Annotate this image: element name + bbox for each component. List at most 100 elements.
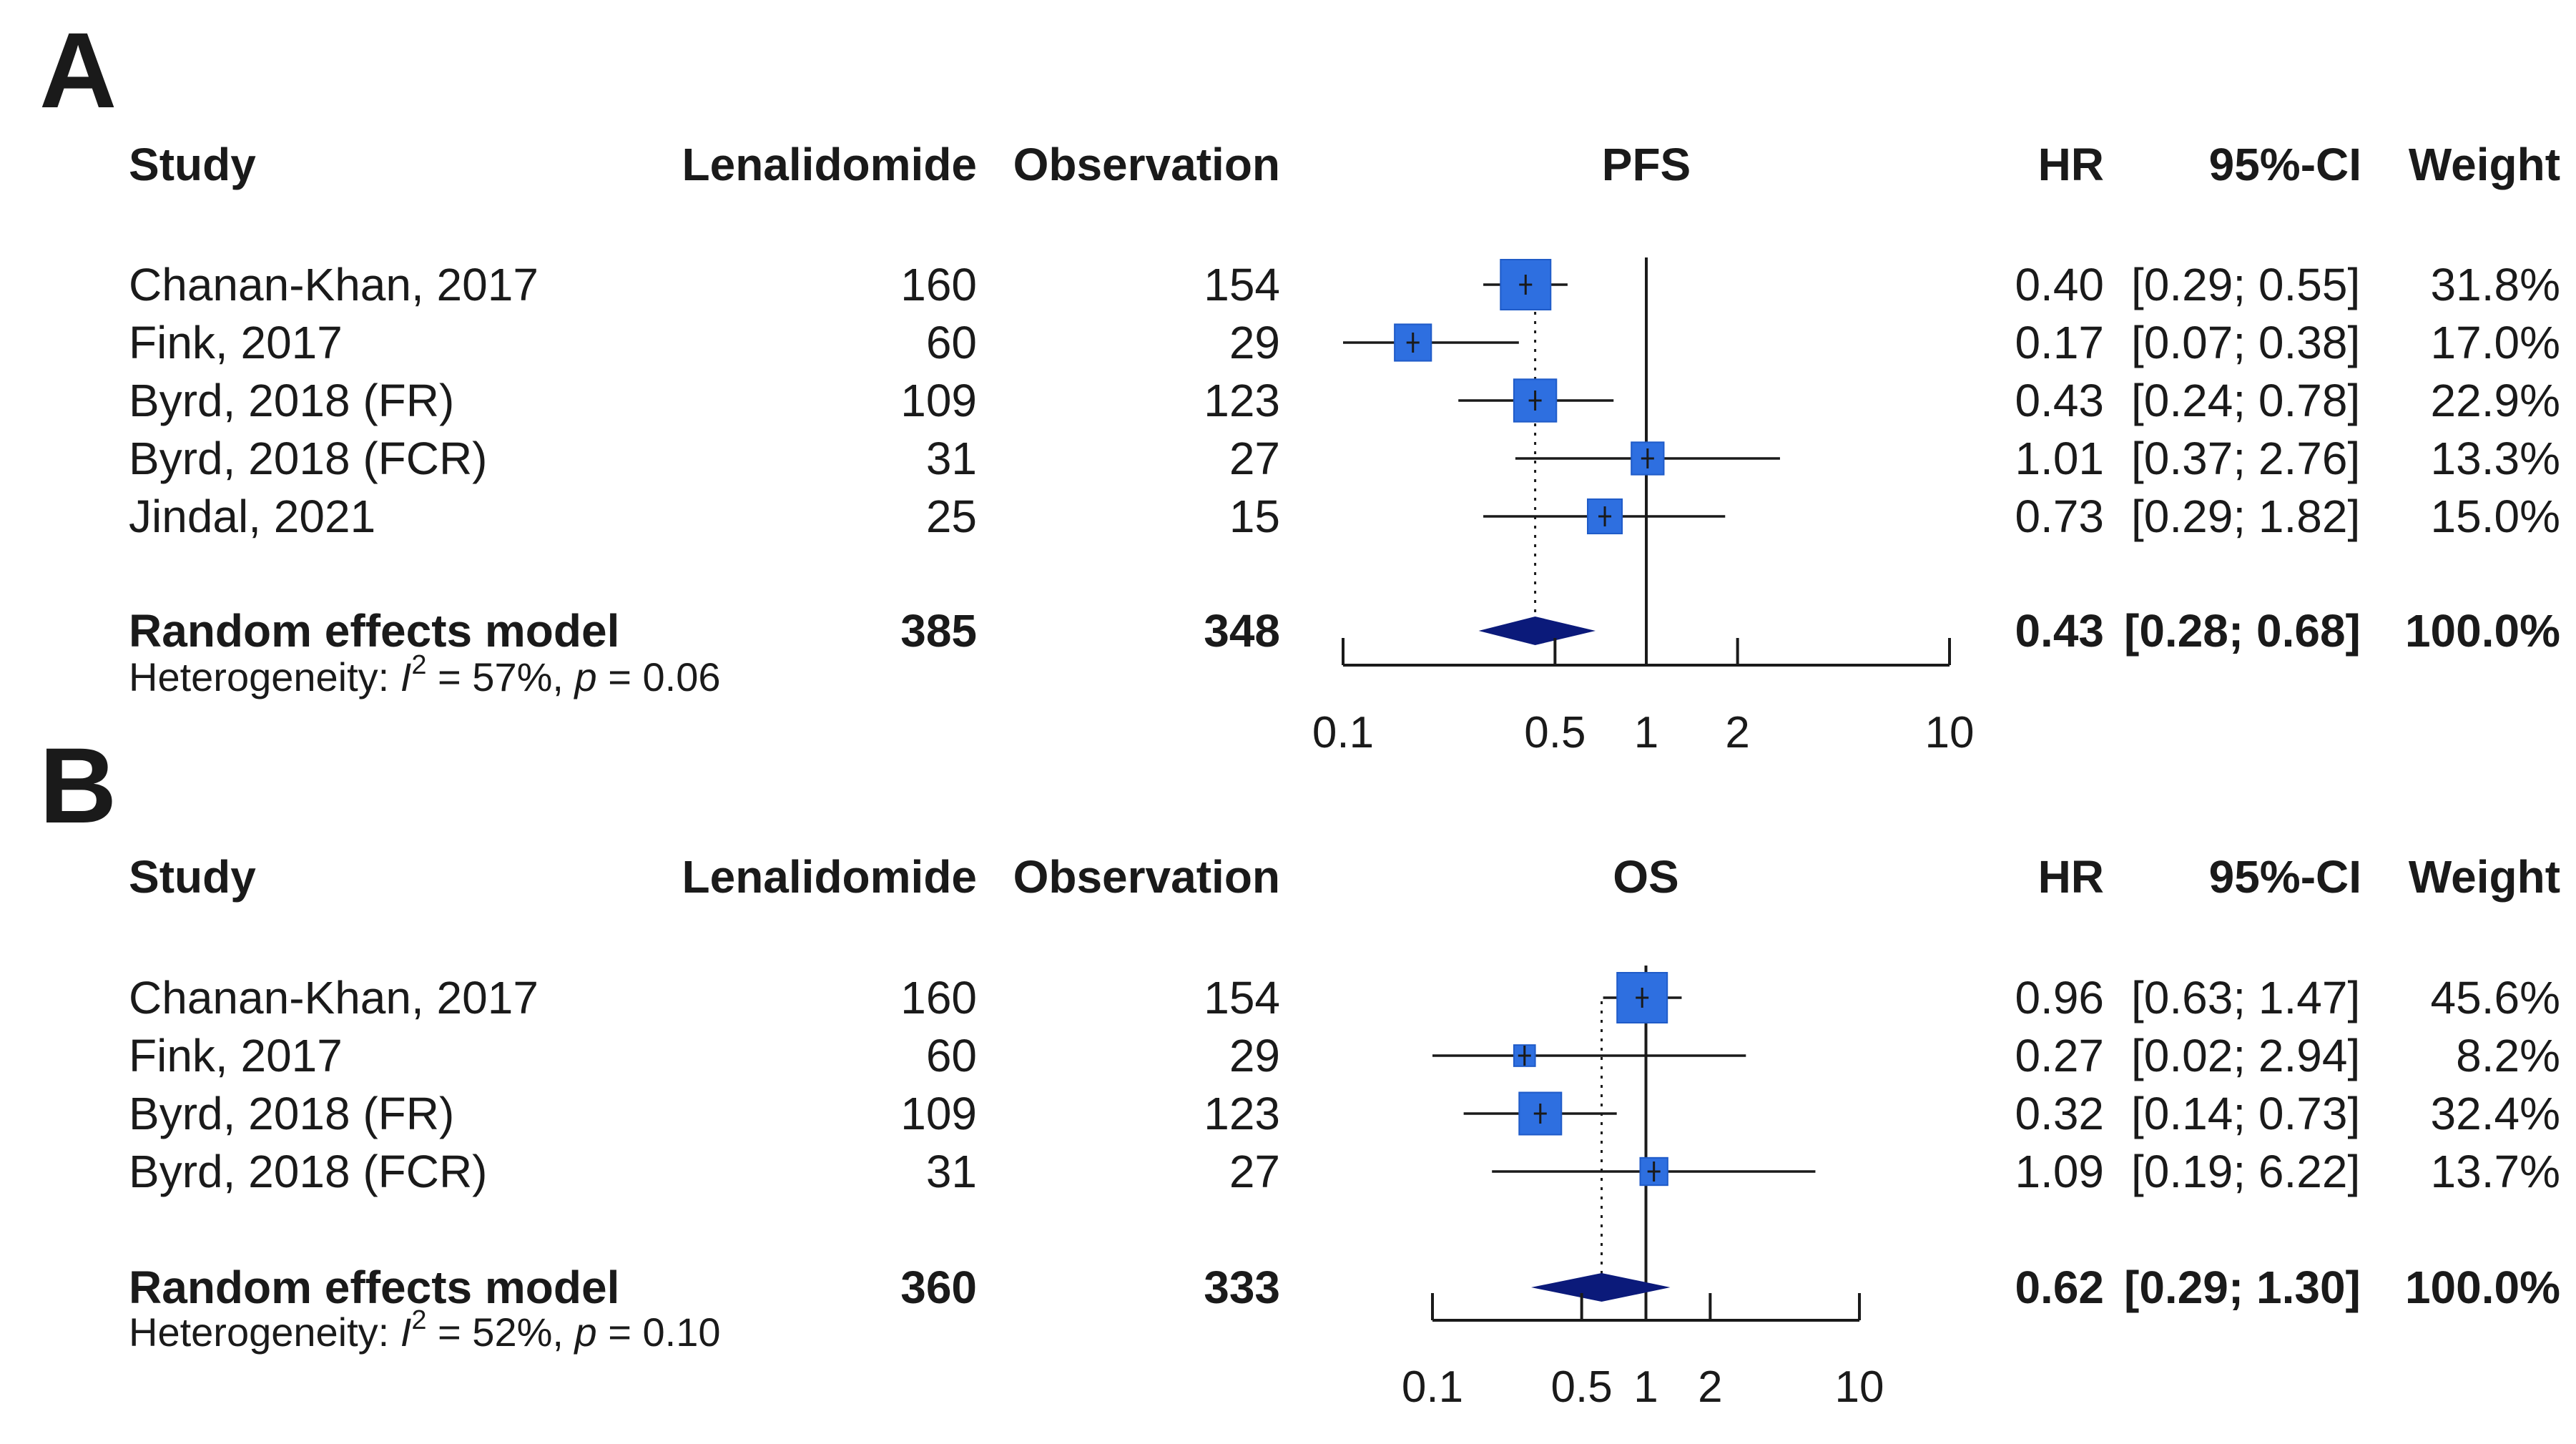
hr-value: 1.09 <box>2015 1146 2104 1197</box>
pooled-ci-value: [0.28; 0.68] <box>2124 605 2361 657</box>
control-n: 15 <box>1229 491 1280 542</box>
p-symbol: p <box>574 654 597 699</box>
study-name: Byrd, 2018 (FR) <box>129 1088 454 1139</box>
hr-value: 0.27 <box>2015 1030 2104 1081</box>
x-axis-tick-label: 2 <box>1725 708 1749 757</box>
header-control: Observation <box>1013 139 1280 190</box>
study-name: Byrd, 2018 (FCR) <box>129 1146 487 1197</box>
pooled-control-n: 333 <box>1204 1262 1280 1313</box>
panel-letter: B <box>39 725 117 845</box>
hr-value: 1.01 <box>2015 433 2104 484</box>
x-axis-tick-label: 1 <box>1634 708 1658 757</box>
i2-value: = 52%, <box>426 1310 574 1355</box>
pooled-diamond <box>1478 617 1596 645</box>
header-outcome: PFS <box>1602 139 1691 190</box>
header-hr: HR <box>2038 139 2104 190</box>
pooled-treatment-n: 360 <box>900 1262 977 1313</box>
header-weight: Weight <box>2409 139 2560 190</box>
study-name: Chanan-Khan, 2017 <box>129 259 539 310</box>
header-control: Observation <box>1013 851 1280 903</box>
ci-value: [0.29; 1.82] <box>2131 491 2360 542</box>
weight-value: 32.4% <box>2431 1088 2560 1139</box>
x-axis-tick-label: 0.1 <box>1312 708 1374 757</box>
p-value: = 0.06 <box>597 654 721 699</box>
treatment-n: 60 <box>926 1030 977 1081</box>
study-name: Fink, 2017 <box>129 1030 343 1081</box>
ci-value: [0.19; 6.22] <box>2131 1146 2360 1197</box>
ci-value: [0.14; 0.73] <box>2131 1088 2360 1139</box>
ci-value: [0.07; 0.38] <box>2131 317 2360 368</box>
study-name: Byrd, 2018 (FR) <box>129 375 454 426</box>
x-axis-tick-label: 1 <box>1633 1362 1658 1412</box>
header-study: Study <box>129 851 256 903</box>
x-axis-tick-label: 0.1 <box>1402 1362 1463 1412</box>
x-axis-tick-label: 10 <box>1835 1362 1884 1412</box>
treatment-n: 31 <box>926 433 977 484</box>
x-axis-tick-label: 0.5 <box>1524 708 1586 757</box>
i2-superscript: 2 <box>411 1305 426 1335</box>
header-hr: HR <box>2038 851 2104 903</box>
p-symbol: p <box>574 1310 597 1355</box>
i2-symbol: I <box>400 654 412 699</box>
pooled-hr-value: 0.43 <box>2015 605 2104 657</box>
control-n: 29 <box>1229 317 1280 368</box>
control-n: 154 <box>1204 972 1280 1023</box>
treatment-n: 109 <box>900 1088 977 1139</box>
hr-value: 0.43 <box>2015 375 2104 426</box>
weight-value: 15.0% <box>2431 491 2560 542</box>
ci-value: [0.02; 2.94] <box>2131 1030 2360 1081</box>
hr-value: 0.32 <box>2015 1088 2104 1139</box>
header-ci: 95%-CI <box>2209 139 2361 190</box>
weight-value: 45.6% <box>2431 972 2560 1023</box>
heterogeneity-prefix: Heterogeneity: <box>129 654 400 699</box>
weight-value: 13.7% <box>2431 1146 2560 1197</box>
ci-value: [0.29; 0.55] <box>2131 259 2360 310</box>
treatment-n: 25 <box>926 491 977 542</box>
pooled-treatment-n: 385 <box>900 605 977 657</box>
panel-letter: A <box>39 10 117 130</box>
control-n: 29 <box>1229 1030 1280 1081</box>
header-treatment: Lenalidomide <box>682 851 978 903</box>
study-name: Byrd, 2018 (FCR) <box>129 433 487 484</box>
ci-value: [0.37; 2.76] <box>2131 433 2360 484</box>
i2-symbol: I <box>400 1310 412 1355</box>
treatment-n: 31 <box>926 1146 977 1197</box>
hr-value: 0.17 <box>2015 317 2104 368</box>
hr-value: 0.40 <box>2015 259 2104 310</box>
weight-value: 8.2% <box>2456 1030 2560 1081</box>
header-study: Study <box>129 139 256 190</box>
study-name: Fink, 2017 <box>129 317 343 368</box>
treatment-n: 160 <box>900 972 977 1023</box>
x-axis-tick-label: 2 <box>1698 1362 1722 1412</box>
p-value: = 0.10 <box>597 1310 721 1355</box>
pooled-weight-value: 100.0% <box>2405 1262 2560 1313</box>
weight-value: 13.3% <box>2431 433 2560 484</box>
pooled-control-n: 348 <box>1204 605 1280 657</box>
hr-value: 0.96 <box>2015 972 2104 1023</box>
heterogeneity-prefix: Heterogeneity: <box>129 1310 400 1355</box>
treatment-n: 109 <box>900 375 977 426</box>
ci-value: [0.24; 0.78] <box>2131 375 2360 426</box>
header-ci: 95%-CI <box>2209 851 2361 903</box>
x-axis-tick-label: 10 <box>1925 708 1975 757</box>
header-weight: Weight <box>2409 851 2560 903</box>
header-outcome: OS <box>1613 851 1678 903</box>
pooled-name: Random effects model <box>129 605 619 657</box>
pooled-ci-value: [0.29; 1.30] <box>2124 1262 2361 1313</box>
i2-value: = 57%, <box>426 654 574 699</box>
i2-superscript: 2 <box>411 650 426 680</box>
heterogeneity-text: Heterogeneity: I2 = 57%, p = 0.06 <box>129 650 720 699</box>
control-n: 123 <box>1204 1088 1280 1139</box>
control-n: 154 <box>1204 259 1280 310</box>
treatment-n: 160 <box>900 259 977 310</box>
heterogeneity-text: Heterogeneity: I2 = 52%, p = 0.10 <box>129 1305 720 1355</box>
control-n: 123 <box>1204 375 1280 426</box>
control-n: 27 <box>1229 433 1280 484</box>
pooled-name: Random effects model <box>129 1262 619 1313</box>
hr-value: 0.73 <box>2015 491 2104 542</box>
pooled-hr-value: 0.62 <box>2015 1262 2104 1313</box>
